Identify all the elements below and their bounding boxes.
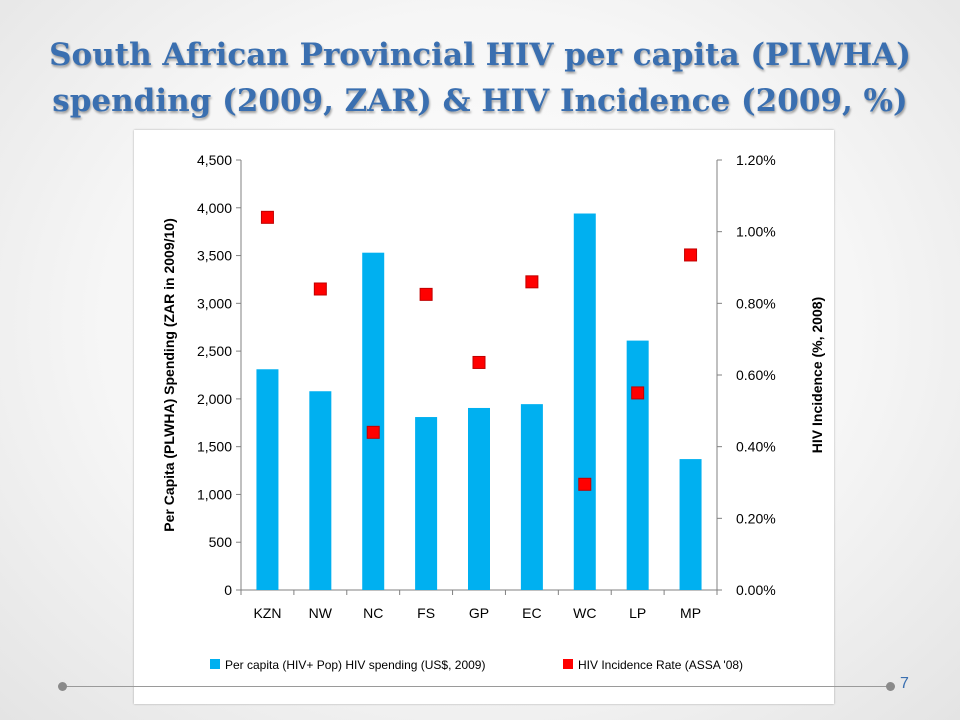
- bar-fs: [415, 417, 438, 590]
- bar-ec: [520, 404, 543, 590]
- marker-mp: [684, 248, 698, 262]
- y-tick-label-left: 2,500: [197, 343, 232, 359]
- x-tick-label: NC: [363, 605, 383, 621]
- y-tick-label-right: 0.20%: [736, 510, 776, 526]
- bar-nw: [309, 391, 332, 590]
- slide-title-line-1: South African Provincial HIV per capita …: [49, 37, 911, 73]
- y-tick-label-left: 500: [209, 534, 233, 550]
- y-tick-label-right: 0.00%: [736, 582, 776, 598]
- marker-nw: [313, 282, 327, 296]
- bar-kzn: [256, 369, 279, 590]
- y-tick-label-left: 1,000: [197, 486, 232, 502]
- x-tick-label: NW: [309, 605, 333, 621]
- chart-container: 0 500 1,000 1,500 2,000 2,500 3,000 3,500 4,000 4…: [134, 130, 834, 704]
- y-axis-right-title: HIV Incidence (%, 2008): [809, 297, 825, 453]
- y-tick-label-left: 2,000: [197, 391, 232, 407]
- y-tick-label-left: 4,000: [197, 200, 232, 216]
- x-tick-label: MP: [680, 605, 701, 621]
- y-tick-label-right: 0.60%: [736, 367, 776, 383]
- bar-gp: [468, 407, 490, 590]
- legend-label-markers: HIV Incidence Rate (ASSA '08): [578, 658, 743, 672]
- y-tick-label-left: 4,500: [197, 152, 232, 168]
- legend-label-bars: Per capita (HIV+ Pop) HIV spending (US$,…: [225, 658, 485, 672]
- x-tick-label: KZN: [253, 605, 281, 621]
- legend-swatch-markers: [563, 659, 573, 669]
- y-axis-left-title: Per Capita (PLWHA) Spending (ZAR in 2009…: [161, 218, 177, 532]
- x-tick-label: FS: [417, 605, 435, 621]
- y-tick-label-left: 0: [224, 582, 232, 598]
- x-tick-label: GP: [469, 605, 489, 621]
- y-tick-label-left: 3,000: [197, 295, 232, 311]
- y-tick-label-left: 1,500: [197, 439, 232, 455]
- y-tick-label-right: 0.40%: [736, 439, 776, 455]
- x-tick-label: LP: [629, 605, 646, 621]
- footer-right-dot: [886, 682, 895, 691]
- marker-nc: [366, 425, 380, 439]
- marker-fs: [419, 287, 433, 301]
- y-tick-label-right: 0.80%: [736, 295, 776, 311]
- marker-kzn: [260, 210, 274, 224]
- marker-ec: [525, 275, 539, 289]
- y-tick-label-right: 1.20%: [736, 152, 776, 168]
- bar-wc: [573, 213, 596, 590]
- y-tick-label-left: 3,500: [197, 248, 232, 264]
- footer-divider: [62, 686, 890, 687]
- footer-left-dot: [58, 682, 67, 691]
- bar-lp: [626, 340, 649, 590]
- bar-nc: [362, 252, 385, 590]
- y-tick-label-right: 1.00%: [736, 224, 776, 240]
- bar-mp: [679, 459, 702, 590]
- slide-title: South African Provincial HIV per capita …: [0, 32, 960, 124]
- x-tick-label: EC: [522, 605, 541, 621]
- marker-lp: [631, 386, 645, 400]
- x-tick-label: WC: [573, 605, 596, 621]
- marker-wc: [578, 477, 592, 491]
- slide-title-line-2: spending (2009, ZAR) & HIV Incidence (20…: [52, 83, 908, 119]
- marker-gp: [472, 355, 486, 369]
- combo-chart: 0 500 1,000 1,500 2,000 2,500 3,000 3,500 4,000 4…: [161, 152, 825, 672]
- page-number: 7: [900, 675, 909, 692]
- legend-swatch-bars: [210, 659, 220, 669]
